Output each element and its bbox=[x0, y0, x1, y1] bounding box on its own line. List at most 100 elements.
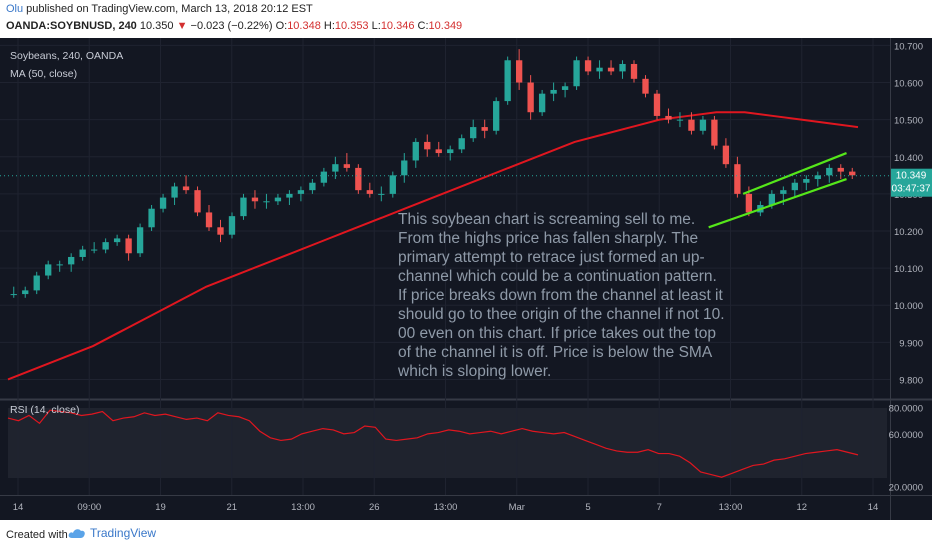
candle-body[interactable] bbox=[90, 249, 98, 251]
annotation-text[interactable]: This soybean chart is screaming sell to … bbox=[397, 211, 725, 380]
candle-body[interactable] bbox=[332, 164, 339, 172]
candle-body[interactable] bbox=[791, 182, 798, 191]
candle-body[interactable] bbox=[780, 190, 787, 194]
candle-body[interactable] bbox=[619, 63, 626, 72]
chart-area[interactable]: 10.70010.60010.50010.40010.30010.20010.1… bbox=[0, 38, 932, 520]
candle-body[interactable] bbox=[136, 227, 144, 254]
candle-body[interactable] bbox=[711, 119, 718, 146]
candle-body[interactable] bbox=[389, 175, 396, 194]
candle-body[interactable] bbox=[814, 175, 821, 180]
candle-body[interactable] bbox=[159, 197, 167, 209]
candle-body[interactable] bbox=[538, 93, 546, 113]
candle-body[interactable] bbox=[240, 197, 247, 217]
candle-body[interactable] bbox=[424, 141, 431, 150]
candle-body[interactable] bbox=[113, 238, 121, 243]
candle-body[interactable] bbox=[493, 101, 500, 131]
candle-body[interactable] bbox=[297, 190, 305, 194]
footer: Created with TradingView bbox=[0, 520, 932, 550]
rsi-legend[interactable]: RSI (14, close) bbox=[10, 404, 79, 416]
candle-body[interactable] bbox=[447, 149, 454, 154]
candle-body[interactable] bbox=[527, 82, 534, 113]
time-axis[interactable]: 14 09:00 19 21 13:00 26 13:00 Mar 5 7 13:00 12 14 bbox=[13, 502, 879, 513]
candle-body[interactable] bbox=[320, 171, 328, 183]
up-channel-lines[interactable] bbox=[708, 152, 847, 229]
candle-body[interactable] bbox=[734, 164, 741, 194]
annotation-line: channel which could be a continuation pa… bbox=[398, 268, 717, 285]
candle-body[interactable] bbox=[515, 60, 523, 83]
chart-canvas[interactable]: 10.70010.60010.50010.40010.30010.20010.1… bbox=[0, 38, 932, 520]
channel-upper-line[interactable] bbox=[742, 152, 847, 195]
candle-body[interactable] bbox=[642, 78, 649, 94]
candle-body[interactable] bbox=[481, 127, 488, 131]
candle-body[interactable] bbox=[849, 171, 856, 176]
rsi-tick-label: 80.0000 bbox=[889, 404, 923, 415]
candle-body[interactable] bbox=[803, 179, 810, 183]
candle-body[interactable] bbox=[768, 193, 776, 206]
author-link[interactable]: Olu bbox=[6, 3, 24, 15]
annotation-line: should go to thee origin of the channel … bbox=[398, 306, 725, 323]
candle-body[interactable] bbox=[171, 186, 178, 198]
candle-body[interactable] bbox=[56, 264, 63, 266]
candle-body[interactable] bbox=[205, 212, 213, 228]
countdown-timer: 03:47:37 bbox=[892, 184, 931, 195]
candle-body[interactable] bbox=[435, 149, 442, 154]
candle-body[interactable] bbox=[68, 256, 75, 265]
price-tick-label: 10.200 bbox=[894, 227, 923, 238]
candle-body[interactable] bbox=[665, 115, 672, 120]
symbol-legend[interactable]: Soybeans, 240, OANDA bbox=[10, 50, 123, 62]
candle-body[interactable] bbox=[607, 67, 615, 72]
candle-body[interactable] bbox=[148, 208, 155, 228]
candle-body[interactable] bbox=[745, 193, 753, 213]
candle-body[interactable] bbox=[22, 290, 29, 295]
candle-body[interactable] bbox=[401, 160, 408, 176]
high-label: H: bbox=[323, 20, 335, 32]
candle-body[interactable] bbox=[722, 145, 730, 165]
price-change: −0.023 (−0.22%) bbox=[190, 20, 273, 32]
candle-body[interactable] bbox=[366, 190, 373, 194]
candle-body[interactable] bbox=[458, 138, 465, 150]
candle-body[interactable] bbox=[550, 89, 557, 94]
candle-body[interactable] bbox=[343, 164, 351, 168]
candle-body[interactable] bbox=[653, 93, 661, 116]
candle-body[interactable] bbox=[355, 167, 362, 191]
candle-body[interactable] bbox=[504, 60, 511, 102]
candle-body[interactable] bbox=[596, 67, 603, 72]
candle-body[interactable] bbox=[309, 182, 316, 191]
candle-body[interactable] bbox=[630, 63, 638, 79]
candle-body[interactable] bbox=[125, 238, 132, 254]
candle-body[interactable] bbox=[274, 197, 282, 202]
candle-body[interactable] bbox=[699, 119, 707, 131]
candle-body[interactable] bbox=[228, 216, 236, 235]
candle-body[interactable] bbox=[378, 193, 385, 195]
candle-body[interactable] bbox=[45, 264, 52, 276]
time-tick-label: 5 bbox=[585, 502, 590, 513]
candle-body[interactable] bbox=[251, 197, 259, 202]
time-tick-label: 26 bbox=[369, 502, 380, 513]
ma-legend[interactable]: MA (50, close) bbox=[10, 68, 77, 80]
candle-body[interactable] bbox=[217, 227, 224, 235]
candle-body[interactable] bbox=[79, 249, 86, 257]
candle-body[interactable] bbox=[102, 242, 109, 250]
price-axis[interactable]: 10.70010.60010.50010.40010.30010.20010.1… bbox=[894, 41, 923, 386]
ma-50-line bbox=[7, 111, 859, 381]
candle-body[interactable] bbox=[837, 167, 844, 172]
rsi-axis[interactable]: 80.0000 60.0000 20.0000 bbox=[889, 404, 923, 494]
channel-lower-line[interactable] bbox=[708, 177, 847, 229]
tradingview-brand[interactable]: TradingView bbox=[68, 526, 156, 540]
close-label: C: bbox=[417, 20, 429, 32]
candle-body[interactable] bbox=[182, 186, 190, 191]
candle-body[interactable] bbox=[263, 201, 270, 203]
candle-body[interactable] bbox=[412, 141, 419, 161]
tradingview-link[interactable]: TradingView bbox=[90, 526, 157, 540]
candle-body[interactable] bbox=[470, 127, 477, 139]
candle-body[interactable] bbox=[286, 193, 293, 198]
candle-body[interactable] bbox=[194, 190, 201, 213]
candle-body[interactable] bbox=[826, 167, 833, 176]
candle-body[interactable] bbox=[33, 275, 40, 291]
candle-body[interactable] bbox=[688, 119, 695, 131]
candle-body[interactable] bbox=[584, 60, 592, 72]
candle-body[interactable] bbox=[573, 60, 580, 87]
candle-body[interactable] bbox=[561, 86, 569, 90]
candle-body[interactable] bbox=[10, 294, 17, 296]
candle-body[interactable] bbox=[676, 119, 684, 121]
